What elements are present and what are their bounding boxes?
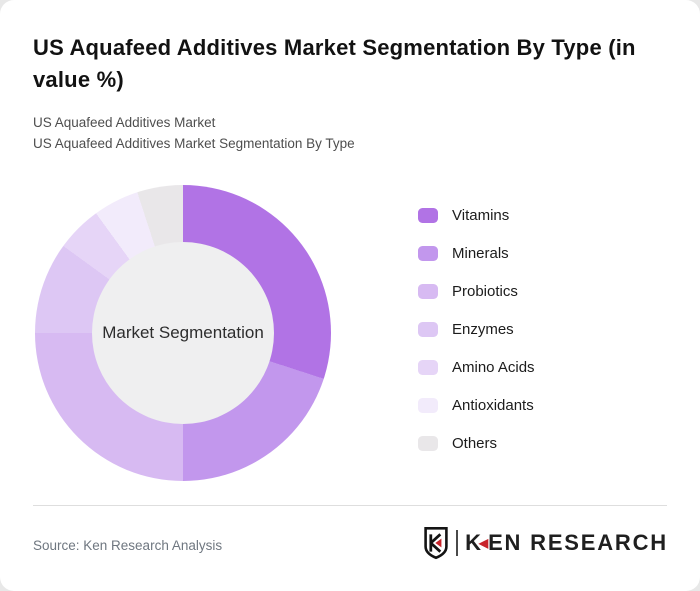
legend-label: Vitamins <box>452 206 510 224</box>
legend-swatch <box>418 435 438 451</box>
footer-divider <box>33 505 667 506</box>
page-title: US Aquafeed Additives Market Segmentatio… <box>33 35 636 92</box>
legend-item: Probiotics <box>418 282 535 300</box>
legend-item: Vitamins <box>418 206 535 224</box>
legend-swatch <box>418 321 438 337</box>
legend-label: Others <box>452 434 498 452</box>
legend-swatch <box>418 207 438 223</box>
legend-swatch <box>418 359 438 375</box>
legend-swatch <box>418 245 438 261</box>
logo-text-k: K <box>465 530 483 555</box>
subtitle-line-1: US Aquafeed Additives Market <box>33 115 216 130</box>
legend-item: Minerals <box>418 244 535 262</box>
donut-center-label: Market Segmentation <box>102 323 264 342</box>
subtitle-line-2: US Aquafeed Additives Market Segmentatio… <box>33 136 355 151</box>
legend-label: Antioxidants <box>452 396 534 414</box>
logo-red-triangle-icon: ◀ <box>478 536 489 550</box>
legend: Vitamins Minerals Probiotics Enzymes Amino A… <box>418 206 535 452</box>
legend-swatch <box>418 397 438 413</box>
legend-item: Enzymes <box>418 320 535 338</box>
subtitle-block: US Aquafeed Additives Market US Aquafeed… <box>33 112 355 154</box>
legend-item: Others <box>418 434 535 452</box>
legend-item: Amino Acids <box>418 358 535 376</box>
legend-label: Probiotics <box>452 282 518 300</box>
logo-text: K ◀ EN RESEARCH <box>465 530 668 556</box>
logo-divider-bar <box>456 530 459 556</box>
source-text: Source: Ken Research Analysis <box>33 538 223 553</box>
legend-label: Amino Acids <box>452 358 535 376</box>
legend-item: Antioxidants <box>418 396 535 414</box>
ken-research-logo: K ◀ EN RESEARCH <box>423 524 668 562</box>
legend-label: Enzymes <box>452 320 514 338</box>
logo-text-rest: EN RESEARCH <box>488 530 668 555</box>
donut-chart: Market Segmentation <box>35 185 331 481</box>
legend-swatch <box>418 283 438 299</box>
legend-label: Minerals <box>452 244 509 262</box>
shield-icon <box>424 526 448 560</box>
donut-hole: Market Segmentation <box>92 242 274 424</box>
